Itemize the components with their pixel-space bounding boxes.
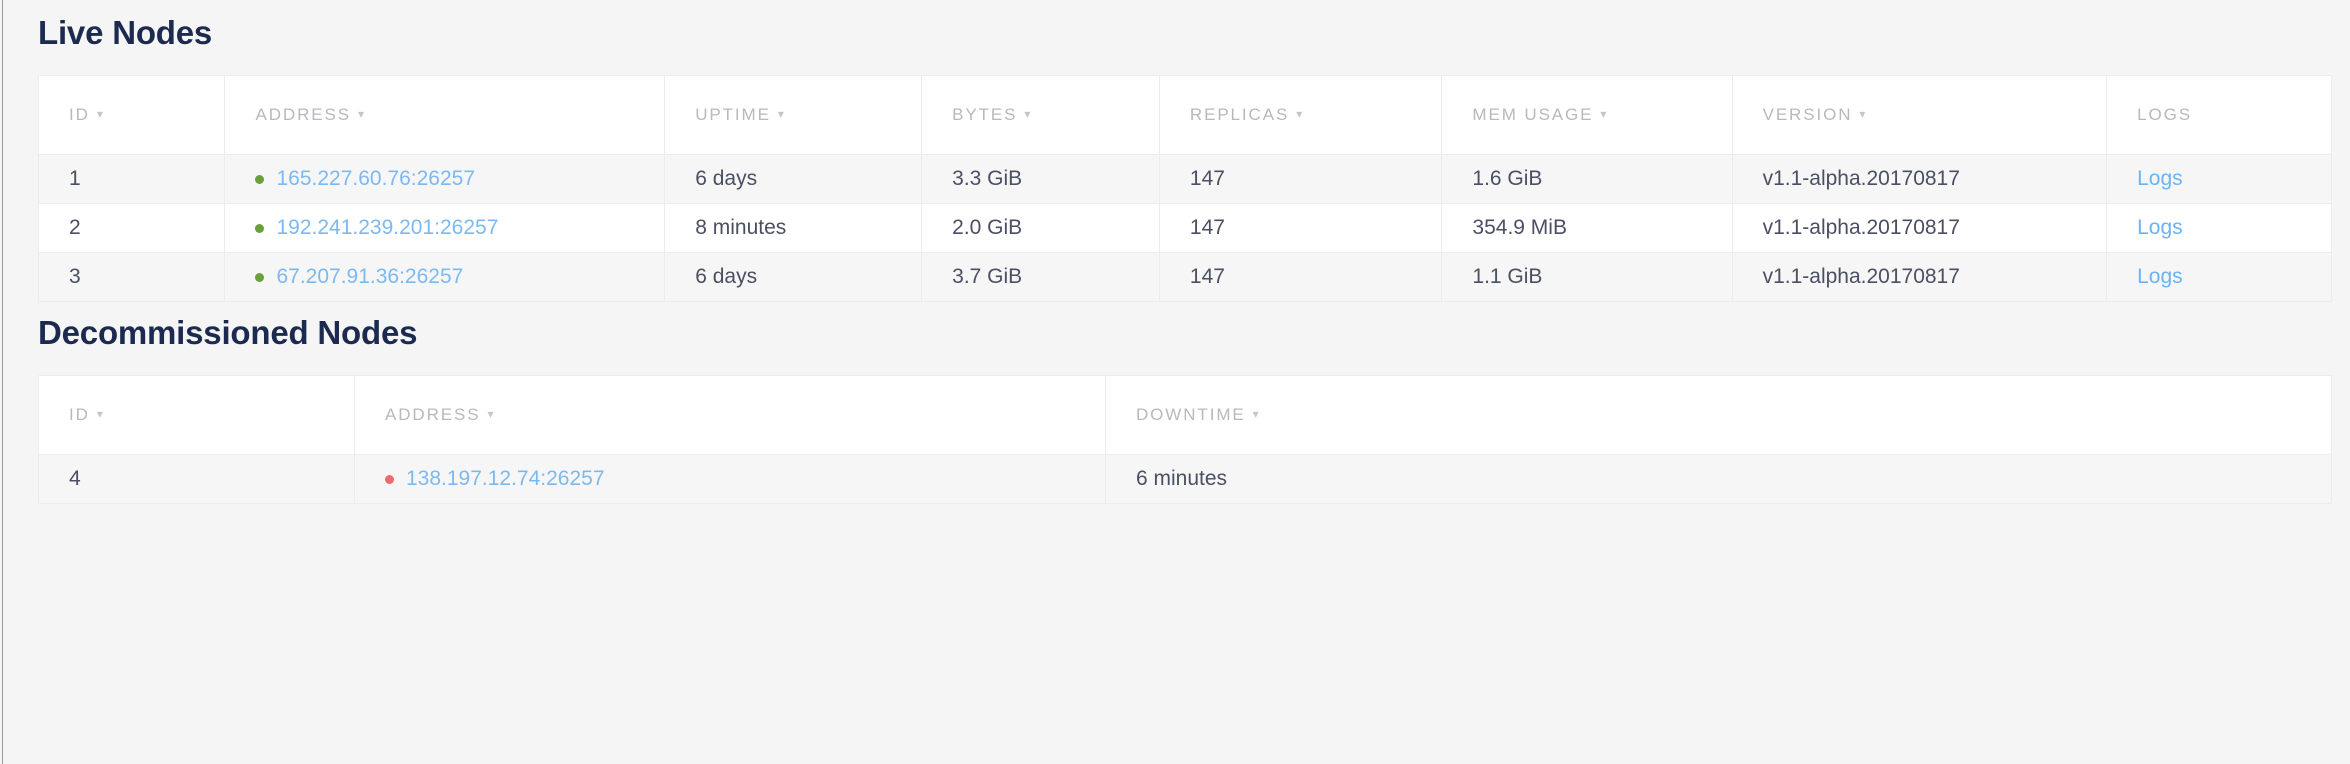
cell-mem-usage: 1.6 GiB [1441,154,1733,204]
cell-uptime: 6 days [664,252,923,301]
cell-replicas: 147 [1159,252,1443,301]
table-row: 1 165.227.60.76:26257 6 days 3.3 GiB 147… [39,154,2331,204]
nodes-page: Live Nodes ID ▾ ADDRESS ▾ UPTIME ▾ BYTES ▾ [38,14,2332,504]
cell-version: v1.1-alpha.20170817 [1732,252,2108,301]
column-header-replicas-label: REPLICAS [1189,105,1290,124]
cell-address: 165.227.60.76:26257 [224,154,666,204]
cell-replicas: 147 [1159,203,1443,253]
status-dot-icon [255,174,265,184]
status-dot-icon [255,272,265,282]
column-header-bytes[interactable]: BYTES ▾ [921,76,1160,155]
live-nodes-table: ID ▾ ADDRESS ▾ UPTIME ▾ BYTES ▾ REPLICAS ▾ [39,76,2331,301]
column-header-address[interactable]: ADDRESS ▾ [224,76,666,155]
live-nodes-header-row: ID ▾ ADDRESS ▾ UPTIME ▾ BYTES ▾ REPLICAS ▾ [39,76,2331,155]
decommissioned-nodes-table: ID ▾ ADDRESS ▾ DOWNTIME ▾ 4 1 [39,376,2331,503]
column-header-id-label: ID [69,405,90,424]
cell-id: 3 [39,252,226,301]
cell-logs: Logs [2106,203,2331,253]
cell-address: 67.207.91.36:26257 [224,252,666,301]
node-address-link[interactable]: 67.207.91.36:26257 [276,265,464,288]
logs-link[interactable]: Logs [2137,167,2183,190]
cell-id: 1 [39,154,226,204]
cell-address: 192.241.239.201:26257 [224,203,666,253]
column-header-uptime-label: UPTIME [695,105,771,124]
decommissioned-nodes-table-body: 4 138.197.12.74:26257 6 minutes [39,454,2331,503]
cell-version: v1.1-alpha.20170817 [1732,203,2108,253]
column-header-logs: LOGS [2106,76,2331,155]
cell-bytes: 3.3 GiB [921,154,1160,204]
column-header-mem-usage-label: MEM USAGE [1472,105,1594,124]
column-header-downtime-label: DOWNTIME [1136,405,1246,424]
sort-caret-icon[interactable]: ▾ [1024,107,1031,121]
table-row: 3 67.207.91.36:26257 6 days 3.7 GiB 147 … [39,252,2331,301]
sort-caret-icon[interactable]: ▾ [1252,407,1259,421]
column-header-downtime[interactable]: DOWNTIME ▾ [1105,376,2331,455]
cell-address: 138.197.12.74:26257 [354,454,1106,503]
decommissioned-nodes-title: Decommissioned Nodes [38,314,418,351]
cell-mem-usage: 1.1 GiB [1441,252,1733,301]
sort-caret-icon[interactable]: ▾ [96,407,103,421]
column-header-id[interactable]: ID ▾ [39,76,226,155]
logs-link[interactable]: Logs [2137,265,2183,288]
sort-caret-icon[interactable]: ▾ [1859,107,1866,121]
status-dot-icon [255,223,265,233]
left-edge-rule [2,0,3,764]
decommissioned-nodes-header-row: ID ▾ ADDRESS ▾ DOWNTIME ▾ [39,376,2331,455]
column-header-mem-usage[interactable]: MEM USAGE ▾ [1441,76,1733,155]
node-address-link[interactable]: 138.197.12.74:26257 [406,467,605,490]
cell-mem-usage: 354.9 MiB [1441,203,1733,253]
live-nodes-title: Live Nodes [38,14,213,51]
cell-downtime: 6 minutes [1105,454,2331,503]
live-nodes-table-head: ID ▾ ADDRESS ▾ UPTIME ▾ BYTES ▾ REPLICAS ▾ [39,76,2331,155]
column-header-id[interactable]: ID ▾ [39,376,355,455]
node-address-link[interactable]: 165.227.60.76:26257 [276,167,476,190]
cell-id: 2 [39,203,226,253]
column-header-uptime[interactable]: UPTIME ▾ [664,76,923,155]
table-row: 4 138.197.12.74:26257 6 minutes [39,454,2331,503]
column-header-replicas[interactable]: REPLICAS ▾ [1159,76,1443,155]
cell-uptime: 8 minutes [664,203,923,253]
cell-replicas: 147 [1159,154,1443,204]
column-header-id-label: ID [69,105,90,124]
sort-caret-icon[interactable]: ▾ [1600,107,1607,121]
column-header-address-label: ADDRESS [255,105,351,124]
cell-bytes: 3.7 GiB [921,252,1160,301]
sort-caret-icon[interactable]: ▾ [487,407,494,421]
decommissioned-nodes-table-head: ID ▾ ADDRESS ▾ DOWNTIME ▾ [39,376,2331,455]
sort-caret-icon[interactable]: ▾ [96,107,103,121]
column-header-address[interactable]: ADDRESS ▾ [354,376,1106,455]
table-row: 2 192.241.239.201:26257 8 minutes 2.0 Gi… [39,203,2331,253]
live-nodes-table-body: 1 165.227.60.76:26257 6 days 3.3 GiB 147… [39,154,2331,301]
decommissioned-nodes-table-container: ID ▾ ADDRESS ▾ DOWNTIME ▾ 4 1 [38,375,2332,504]
live-nodes-table-container: ID ▾ ADDRESS ▾ UPTIME ▾ BYTES ▾ REPLICAS ▾ [38,75,2332,302]
sort-caret-icon[interactable]: ▾ [1296,107,1303,121]
cell-logs: Logs [2106,252,2331,301]
cell-id: 4 [39,454,355,503]
node-address-link[interactable]: 192.241.239.201:26257 [276,216,499,239]
column-header-logs-label: LOGS [2137,105,2192,124]
status-dot-icon [385,474,394,484]
cell-uptime: 6 days [664,154,923,204]
column-header-bytes-label: BYTES [952,105,1018,124]
column-header-version-label: VERSION [1762,105,1853,124]
cell-logs: Logs [2106,154,2331,204]
column-header-version[interactable]: VERSION ▾ [1732,76,2108,155]
sort-caret-icon[interactable]: ▾ [357,107,365,121]
column-header-address-label: ADDRESS [385,405,481,424]
cell-version: v1.1-alpha.20170817 [1732,154,2108,204]
sort-caret-icon[interactable]: ▾ [777,107,784,121]
logs-link[interactable]: Logs [2137,216,2183,239]
cell-bytes: 2.0 GiB [921,203,1160,253]
